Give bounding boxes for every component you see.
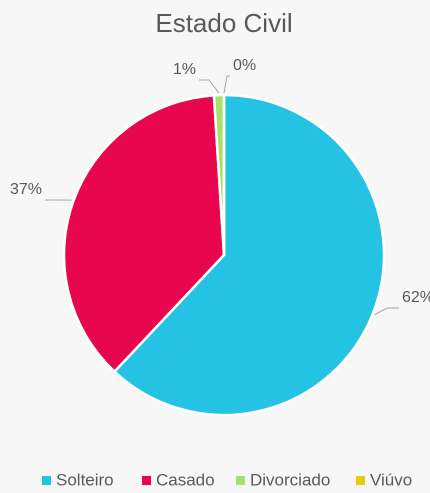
data-label: 1% [173, 61, 196, 78]
data-label: 62% [402, 289, 430, 306]
data-label: 37% [10, 181, 42, 198]
leader-line [199, 79, 220, 94]
legend-swatch [236, 476, 245, 485]
legend-label: Viúvo [370, 470, 412, 489]
legend-label: Solteiro [56, 470, 114, 489]
legend-label: Casado [156, 470, 215, 489]
chart-title: Estado Civil [155, 8, 292, 38]
pie-slice [62, 93, 226, 374]
pie-slice [112, 93, 386, 417]
legend-swatch [356, 476, 365, 485]
leader-line [374, 307, 399, 316]
data-label: 0% [233, 57, 256, 74]
leader-line [223, 75, 230, 94]
legend-swatch [142, 476, 151, 485]
legend-label: Divorciado [250, 470, 330, 489]
legend-swatch [42, 476, 51, 485]
